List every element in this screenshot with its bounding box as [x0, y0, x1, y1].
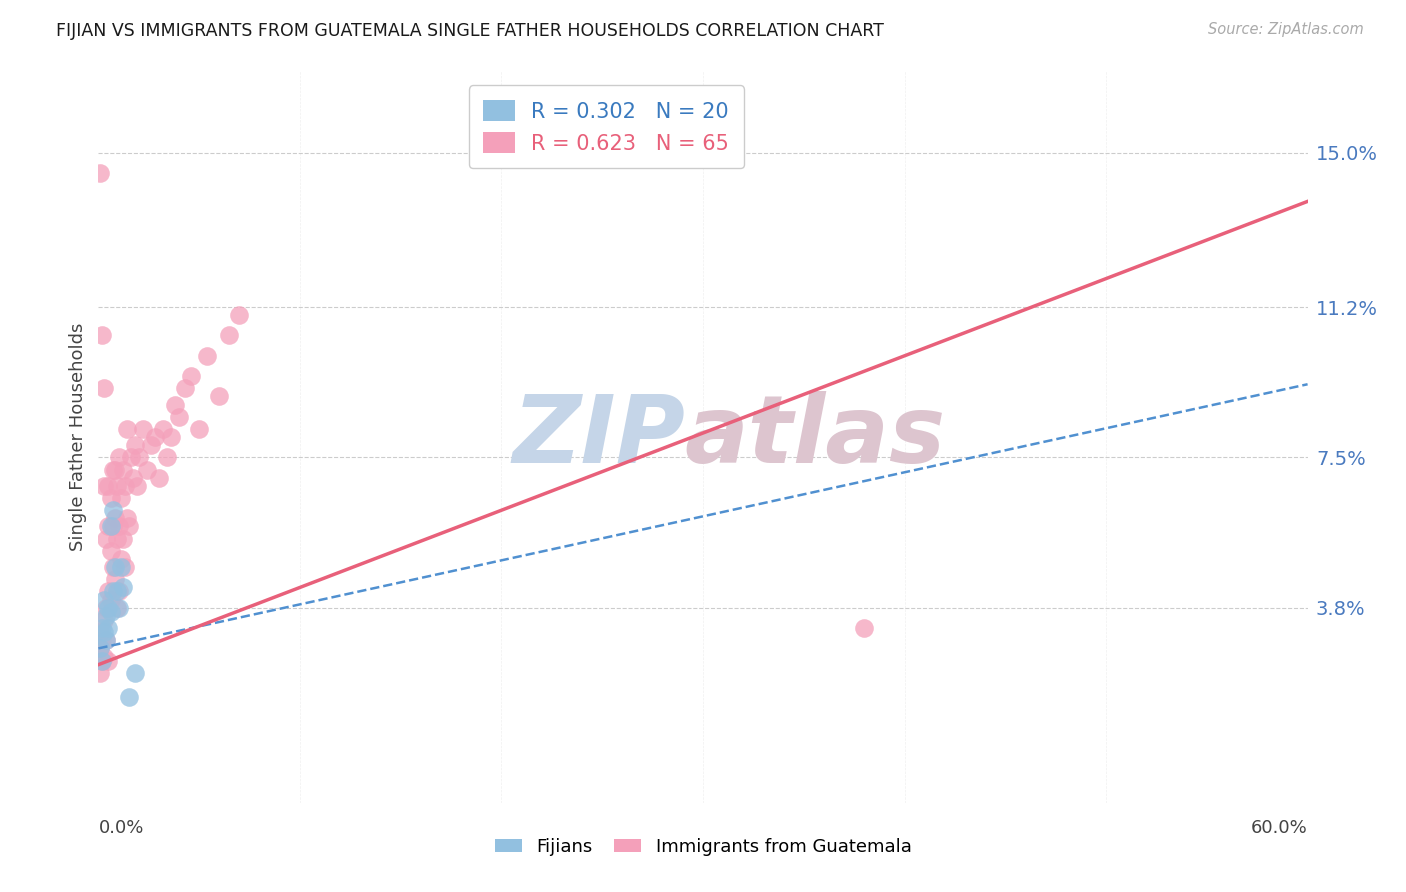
- Point: [89, 665, 111, 680]
- Point: [107, 600, 129, 615]
- Point: [114, 479, 136, 493]
- Point: [121, 471, 143, 485]
- Point: [97, 654, 120, 668]
- Point: [107, 450, 129, 465]
- Point: [105, 600, 128, 615]
- Point: [208, 389, 231, 403]
- Point: [111, 532, 134, 546]
- Point: [115, 422, 138, 436]
- Point: [132, 422, 155, 436]
- Point: [89, 166, 111, 180]
- Point: [128, 450, 150, 465]
- Point: [124, 438, 146, 452]
- Point: [91, 654, 114, 668]
- Point: [110, 560, 132, 574]
- Text: FIJIAN VS IMMIGRANTS FROM GUATEMALA SINGLE FATHER HOUSEHOLDS CORRELATION CHART: FIJIAN VS IMMIGRANTS FROM GUATEMALA SING…: [56, 22, 884, 40]
- Point: [101, 503, 124, 517]
- Point: [103, 462, 125, 476]
- Point: [101, 560, 124, 574]
- Point: [101, 462, 124, 476]
- Point: [188, 422, 211, 436]
- Point: [93, 625, 115, 640]
- Point: [125, 479, 148, 493]
- Point: [96, 633, 118, 648]
- Point: [107, 519, 129, 533]
- Point: [120, 450, 142, 465]
- Point: [97, 584, 120, 599]
- Point: [97, 479, 120, 493]
- Point: [96, 633, 118, 648]
- Point: [135, 462, 157, 476]
- Point: [228, 308, 250, 322]
- Point: [105, 532, 128, 546]
- Text: ZIP: ZIP: [512, 391, 685, 483]
- Point: [91, 654, 114, 668]
- Point: [115, 511, 138, 525]
- Point: [100, 544, 122, 558]
- Point: [160, 430, 183, 444]
- Point: [148, 471, 170, 485]
- Point: [96, 600, 118, 615]
- Point: [118, 519, 141, 533]
- Point: [103, 572, 125, 586]
- Text: 60.0%: 60.0%: [1251, 820, 1308, 838]
- Point: [110, 552, 132, 566]
- Legend: Fijians, Immigrants from Guatemala: Fijians, Immigrants from Guatemala: [488, 831, 918, 863]
- Point: [111, 462, 134, 476]
- Point: [110, 491, 132, 505]
- Point: [124, 665, 146, 680]
- Point: [103, 511, 125, 525]
- Point: [195, 349, 218, 363]
- Point: [89, 641, 111, 656]
- Point: [97, 519, 120, 533]
- Point: [853, 621, 876, 635]
- Point: [167, 409, 190, 424]
- Point: [89, 641, 111, 656]
- Point: [143, 430, 166, 444]
- Point: [100, 605, 122, 619]
- Point: [91, 328, 114, 343]
- Point: [180, 369, 202, 384]
- Point: [93, 613, 115, 627]
- Point: [174, 381, 197, 395]
- Point: [91, 633, 114, 648]
- Point: [105, 584, 128, 599]
- Point: [107, 584, 129, 599]
- Point: [100, 519, 122, 533]
- Point: [89, 625, 111, 640]
- Point: [218, 328, 240, 343]
- Point: [101, 584, 124, 599]
- Point: [91, 621, 114, 635]
- Point: [93, 381, 115, 395]
- Point: [101, 519, 124, 533]
- Point: [97, 621, 120, 635]
- Point: [114, 560, 136, 574]
- Point: [111, 581, 134, 595]
- Text: 0.0%: 0.0%: [98, 820, 143, 838]
- Point: [163, 398, 186, 412]
- Y-axis label: Single Father Households: Single Father Households: [69, 323, 87, 551]
- Point: [93, 592, 115, 607]
- Text: Source: ZipAtlas.com: Source: ZipAtlas.com: [1208, 22, 1364, 37]
- Point: [96, 608, 118, 623]
- Legend: R = 0.302   N = 20, R = 0.623   N = 65: R = 0.302 N = 20, R = 0.623 N = 65: [468, 86, 744, 169]
- Point: [100, 491, 122, 505]
- Point: [93, 479, 115, 493]
- Point: [139, 438, 162, 452]
- Point: [152, 422, 174, 436]
- Text: atlas: atlas: [685, 391, 946, 483]
- Point: [97, 600, 120, 615]
- Point: [156, 450, 179, 465]
- Point: [118, 690, 141, 705]
- Point: [100, 592, 122, 607]
- Point: [105, 479, 128, 493]
- Point: [93, 649, 115, 664]
- Point: [96, 532, 118, 546]
- Point: [103, 560, 125, 574]
